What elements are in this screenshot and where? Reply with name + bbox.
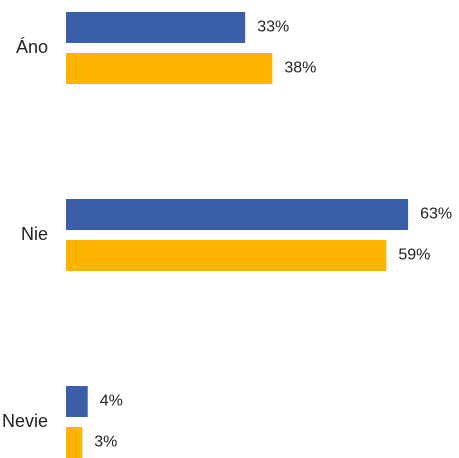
- category-label: Nevie: [2, 411, 48, 431]
- value-label: 33%: [257, 19, 289, 36]
- category-label: Áno: [16, 37, 48, 57]
- bar: [66, 53, 273, 84]
- value-label: 63%: [420, 206, 452, 223]
- bar: [66, 386, 88, 417]
- value-label: 38%: [284, 60, 316, 77]
- value-label: 3%: [94, 434, 117, 451]
- category-label: Nie: [21, 224, 48, 244]
- value-label: 4%: [100, 393, 123, 410]
- bar: [66, 199, 409, 230]
- value-label: 59%: [398, 247, 430, 264]
- bar: [66, 427, 83, 458]
- bar: [66, 12, 246, 43]
- bar: [66, 240, 387, 271]
